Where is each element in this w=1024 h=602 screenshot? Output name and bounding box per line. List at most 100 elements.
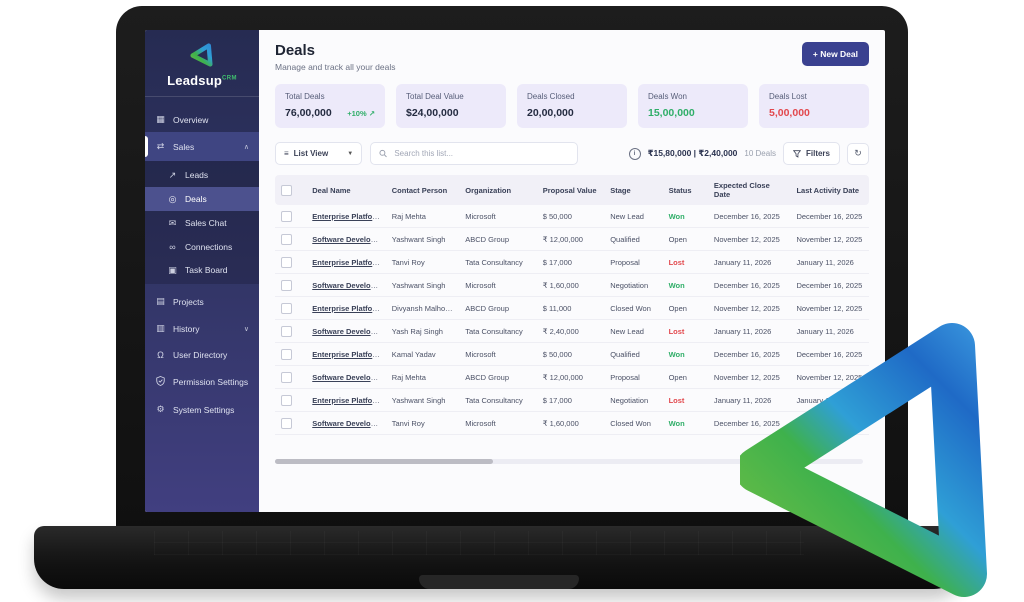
shield-icon <box>155 376 166 388</box>
search-box[interactable] <box>370 142 579 165</box>
proposal-value-cell: $ 50,000 <box>536 205 605 228</box>
organization-cell: Microsoft <box>459 411 537 435</box>
info-icon[interactable]: i <box>628 147 641 160</box>
page-title: Deals <box>275 42 316 59</box>
deal-name-link[interactable]: Software Developm... <box>312 234 386 244</box>
contact-person-cell: Yashwant Singh <box>385 273 460 297</box>
scrollbar-thumb[interactable] <box>275 459 493 464</box>
last-activity-date-cell: December 16, 2025 <box>790 273 869 297</box>
table-row: Enterprise Platform... Raj Mehta Microsoft… <box>275 205 869 228</box>
sidebar-item-projects[interactable]: ▤ Projects <box>145 288 259 315</box>
column-header[interactable]: Deal Name <box>306 175 386 205</box>
deal-name-link[interactable]: Software Developm... <box>312 326 386 336</box>
stat-card-total-deal-value: Total Deal Value $24,00,000 <box>396 84 506 128</box>
column-header[interactable]: Organization <box>459 175 537 205</box>
expected-close-date-cell: January 11, 2026 <box>707 319 791 343</box>
sidebar-item-connections[interactable]: ∞ Connections <box>145 235 259 258</box>
row-checkbox[interactable] <box>281 210 292 222</box>
funnel-icon <box>792 149 801 158</box>
expected-close-date-cell: November 12, 2025 <box>707 227 791 251</box>
table-row: Enterprise Platform... Tanvi Roy Tata Cons… <box>275 250 869 274</box>
sidebar-item-deals[interactable]: ◎ Deals <box>145 187 259 211</box>
last-activity-date-cell: December 16, 2025 <box>790 342 869 366</box>
brand-name: LeadsupCRM <box>167 73 237 88</box>
column-header[interactable]: Proposal Value <box>536 175 605 205</box>
horizontal-scrollbar <box>275 459 864 464</box>
last-activity-date-cell: November 12, 2025 <box>790 365 869 389</box>
sidebar-item-label: History <box>173 323 200 334</box>
brand-triangle-icon <box>190 43 213 67</box>
board-icon: ▣ <box>168 264 177 275</box>
deal-name-link[interactable]: Software Developm... <box>312 280 386 290</box>
swap-arrows-icon: ⇄ <box>156 141 165 151</box>
clipboard-icon: ▥ <box>156 323 165 333</box>
column-header[interactable]: Contact Person <box>385 175 460 205</box>
row-checkbox[interactable] <box>281 325 292 337</box>
sidebar-item-user-directory[interactable]: Ω User Directory <box>145 342 259 368</box>
deal-name-link[interactable]: Enterprise Platform... <box>312 395 386 405</box>
stat-value: 20,00,000 <box>527 107 574 119</box>
sidebar: LeadsupCRM ▦ Overview ⇄ Sales ∧ ↗ <box>145 30 259 512</box>
deal-name-link[interactable]: Software Developm... <box>312 372 386 382</box>
sidebar-item-task-board[interactable]: ▣ Task Board <box>145 258 259 282</box>
contact-person-cell: Raj Mehta <box>385 365 460 389</box>
expected-close-date-cell: January 11, 2026 <box>707 388 791 412</box>
deal-name-link[interactable]: Software Developm... <box>312 418 386 428</box>
row-checkbox[interactable] <box>281 394 292 406</box>
filters-button[interactable]: Filters <box>782 142 840 165</box>
stat-card-deals-won: Deals Won 15,00,000 <box>638 84 748 128</box>
row-checkbox[interactable] <box>281 256 292 268</box>
status-cell: Open <box>662 227 708 251</box>
column-header[interactable]: Last Activity Date <box>790 175 869 205</box>
deal-name-link[interactable]: Enterprise Platform... <box>312 211 386 221</box>
sidebar-item-permission-settings[interactable]: Permission Settings <box>145 368 259 396</box>
stage-cell: New Lead <box>604 319 663 343</box>
search-input[interactable] <box>392 148 570 159</box>
expected-close-date-cell: November 12, 2025 <box>707 365 791 389</box>
sidebar-item-overview[interactable]: ▦ Overview <box>145 107 259 132</box>
deal-name-link[interactable]: Enterprise Platform... <box>312 349 386 359</box>
sidebar-item-leads[interactable]: ↗ Leads <box>145 163 259 187</box>
stat-label: Total Deals <box>285 92 325 101</box>
sidebar-item-sales-chat[interactable]: ✉ Sales Chat <box>145 211 259 235</box>
brand-suffix: CRM <box>221 75 237 82</box>
row-checkbox[interactable] <box>281 348 292 360</box>
select-all-checkbox[interactable] <box>281 184 292 196</box>
expected-close-date-cell: December 16, 2025 <box>707 273 791 297</box>
sidebar-item-history[interactable]: ▥ History ∨ <box>145 315 259 342</box>
stage-cell: Closed Won <box>604 296 663 320</box>
sidebar-item-sales[interactable]: ⇄ Sales ∧ <box>145 132 259 161</box>
sidebar-item-system-settings[interactable]: ⚙ System Settings <box>145 396 259 423</box>
new-deal-button[interactable]: + New Deal <box>801 42 869 66</box>
row-checkbox[interactable] <box>281 279 292 291</box>
deal-name-link[interactable]: Enterprise Platform... <box>312 257 386 267</box>
chevron-down-icon: ▼ <box>347 150 354 157</box>
stage-cell: Closed Won <box>604 411 663 435</box>
status-cell: Won <box>662 342 708 366</box>
row-checkbox[interactable] <box>281 417 292 429</box>
column-header[interactable]: Expected Close Date <box>707 175 791 205</box>
view-dropdown[interactable]: ≡ List View ▼ <box>275 142 363 165</box>
row-checkbox[interactable] <box>281 371 292 383</box>
row-checkbox[interactable] <box>281 302 292 314</box>
sidebar-item-label: Sales <box>173 141 195 152</box>
stage-cell: Qualified <box>604 342 663 366</box>
sidebar-item-label: System Settings <box>173 404 235 415</box>
chevron-down-icon: ∨ <box>243 325 249 333</box>
table-row: Enterprise Platform... Yashwant Singh Tata… <box>275 388 869 412</box>
stat-label: Deals Closed <box>527 92 575 101</box>
refresh-button[interactable]: ↻ <box>847 142 869 165</box>
laptop-frame: LeadsupCRM ▦ Overview ⇄ Sales ∧ ↗ <box>116 6 908 534</box>
status-cell: Lost <box>662 319 708 343</box>
row-checkbox[interactable] <box>281 233 292 245</box>
expected-close-date-cell: December 16, 2025 <box>707 342 791 366</box>
column-header[interactable]: Stage <box>604 175 663 205</box>
filters-label: Filters <box>805 149 830 158</box>
status-cell: Won <box>662 273 708 297</box>
stage-cell: Proposal <box>604 250 663 274</box>
page-subtitle: Manage and track all your deals <box>275 62 396 72</box>
stat-card-deals-lost: Deals Lost 5,00,000 <box>759 84 869 128</box>
status-cell: Lost <box>662 250 708 274</box>
column-header[interactable]: Status <box>662 175 708 205</box>
deal-name-link[interactable]: Enterprise Platform... <box>312 303 386 313</box>
